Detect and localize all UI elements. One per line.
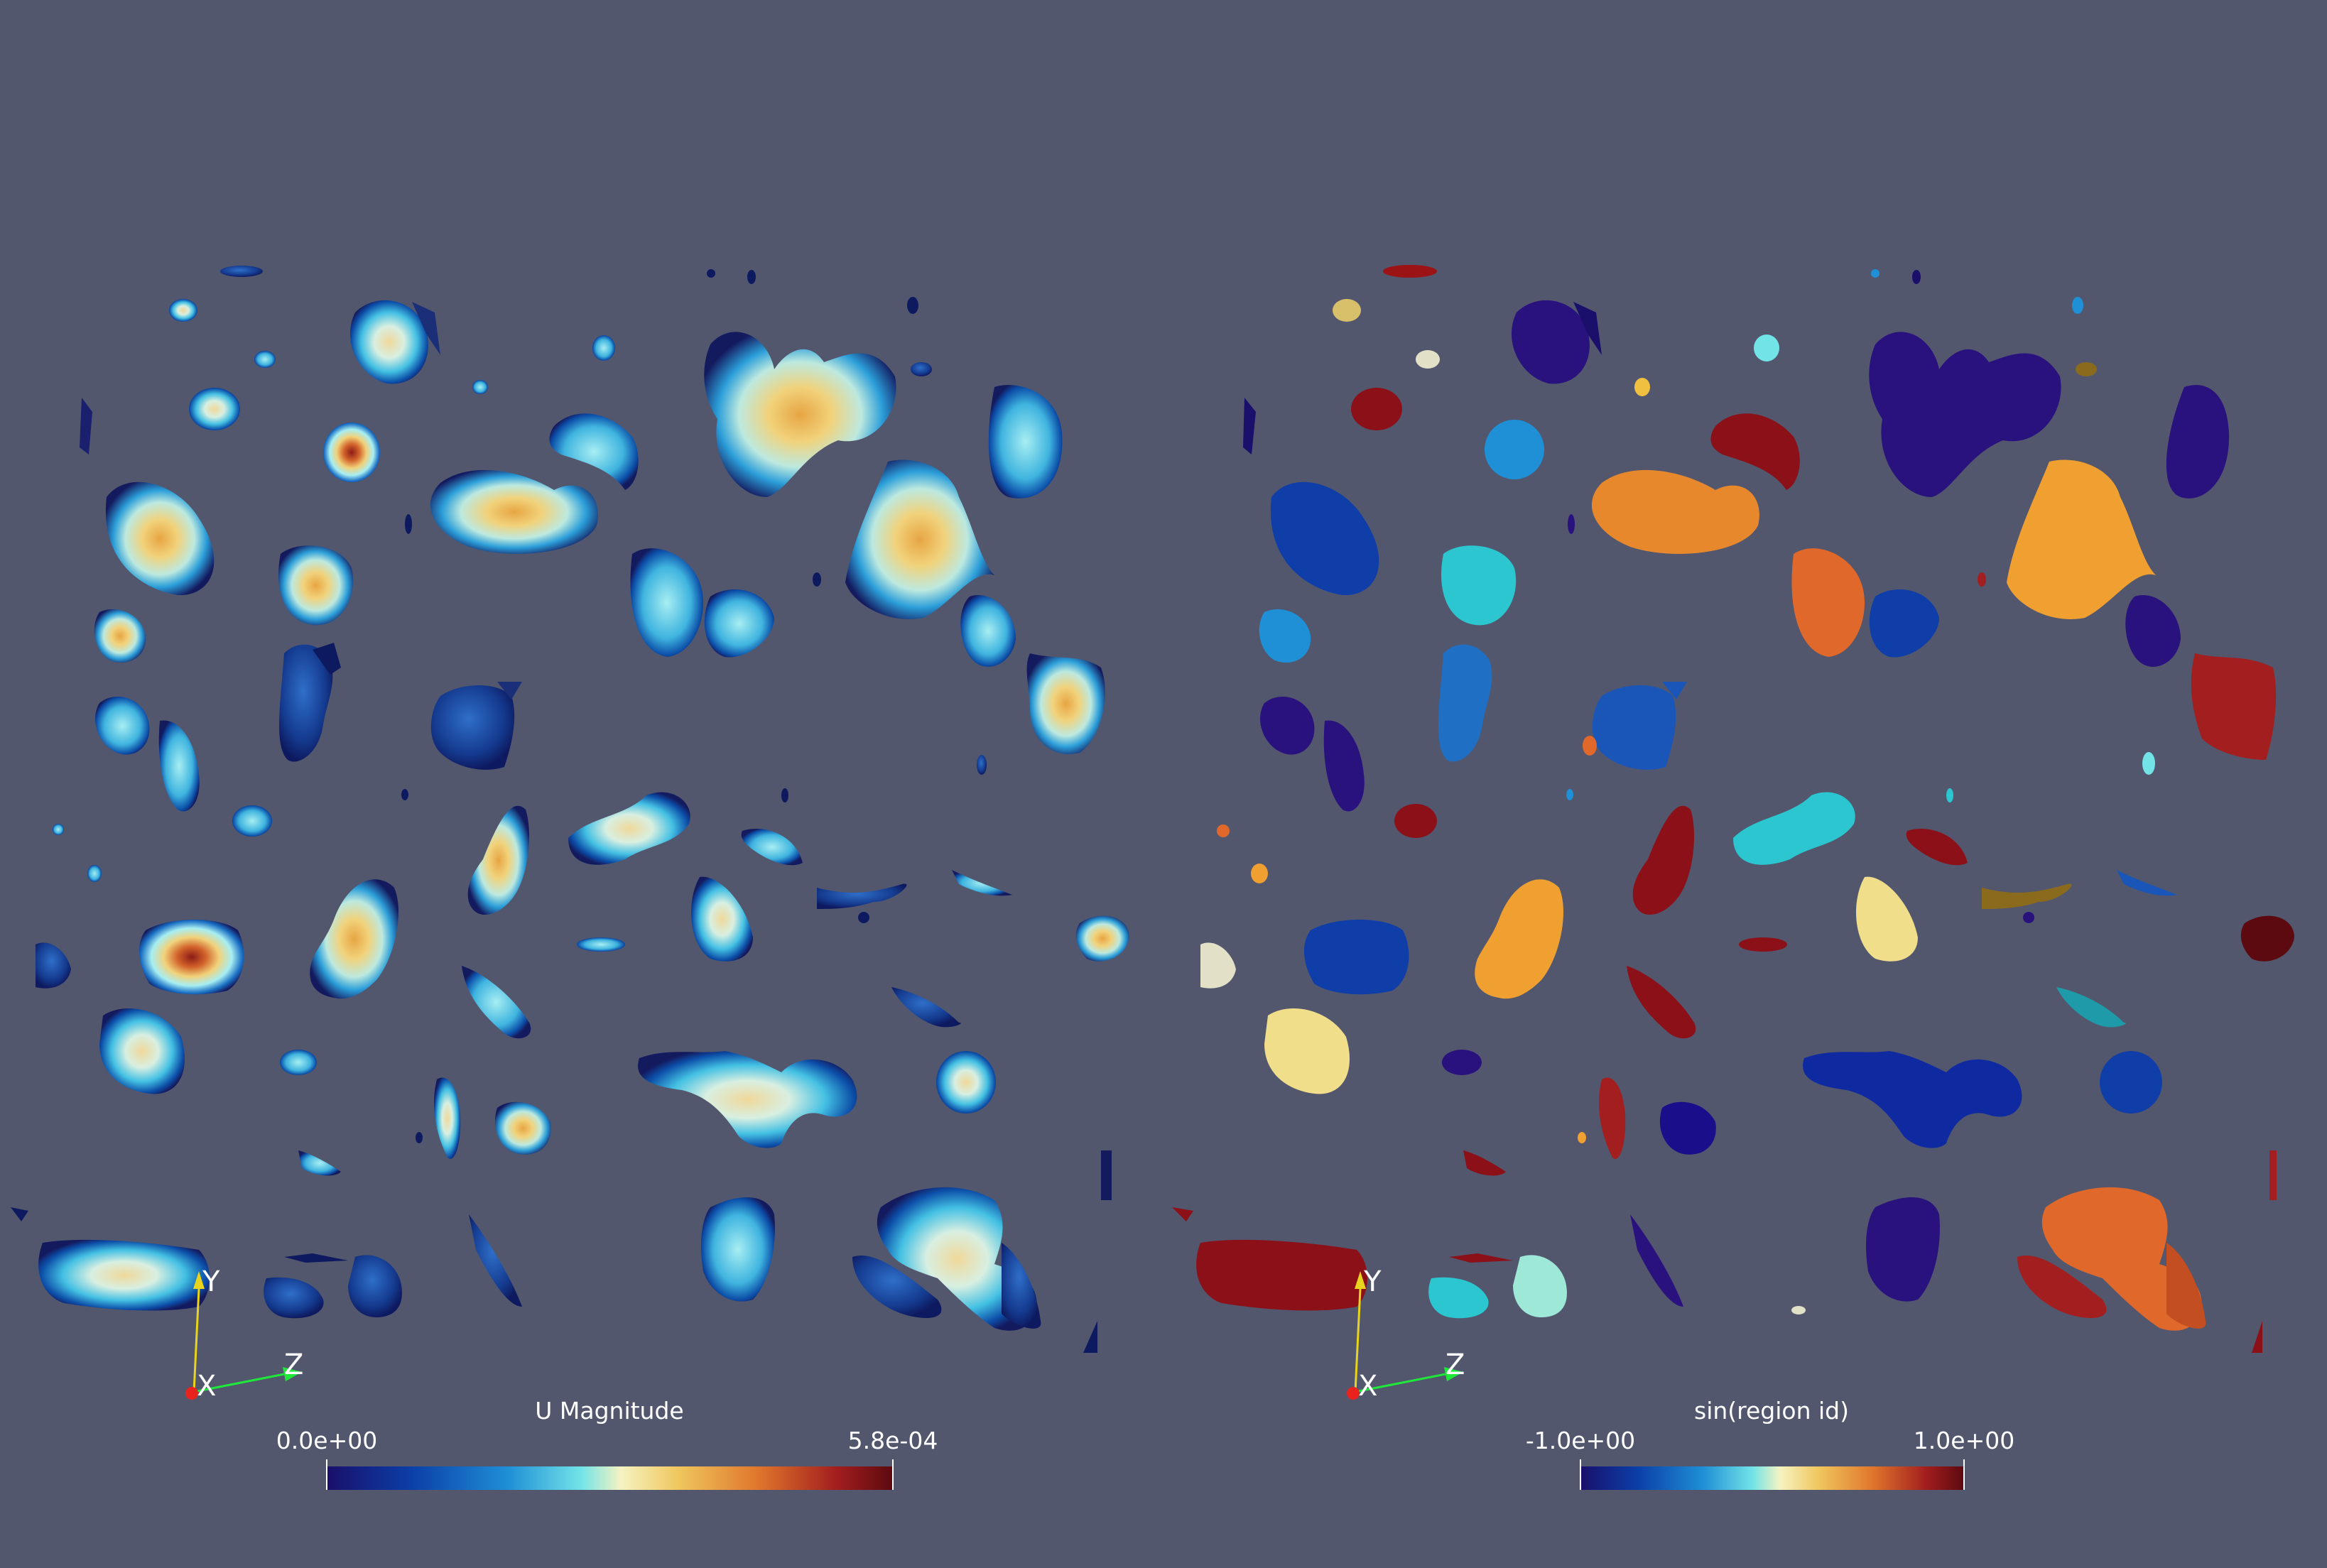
y-axis-arrow xyxy=(193,1271,205,1289)
colorbar-legend: U Magnitude 0.0e+00 5.8e-04 xyxy=(276,1397,938,1490)
colorbar-gradient xyxy=(1580,1466,1964,1490)
y-axis-arrow xyxy=(1355,1271,1366,1289)
colorbar-title: U Magnitude xyxy=(535,1397,683,1425)
y-axis-line xyxy=(192,1288,200,1393)
z-axis-label: Z xyxy=(284,1349,303,1381)
colorbar-gradient xyxy=(327,1466,893,1490)
velocity-field-view[interactable]: Y Z X U Magnitude 0.0e+00 5.8e-04 xyxy=(11,266,1129,1490)
colorbar-min-label: -1.0e+00 xyxy=(1526,1427,1635,1454)
velocity-isosurface-blobs xyxy=(11,266,1129,1353)
z-axis-arrow xyxy=(1444,1367,1463,1381)
y-axis-line xyxy=(1354,1288,1362,1393)
colorbar-max-label: 1.0e+00 xyxy=(1914,1427,2014,1454)
colorbar-max-label: 5.8e-04 xyxy=(848,1427,938,1454)
colorbar-legend: sin(region id) -1.0e+00 1.0e+00 xyxy=(1526,1397,2014,1490)
z-axis-label: Z xyxy=(1445,1349,1465,1381)
z-axis-arrow xyxy=(283,1367,302,1381)
orientation-axes: Y Z X xyxy=(1347,1265,1465,1403)
region-id-view[interactable]: Y Z X sin(region id) -1.0e+00 1.0e+00 xyxy=(1165,249,2294,1490)
y-axis-label: Y xyxy=(1363,1265,1382,1298)
x-axis-label: X xyxy=(1358,1370,1377,1403)
orientation-axes: Y Z X xyxy=(185,1265,303,1403)
y-axis-label: Y xyxy=(202,1265,220,1298)
x-axis-label: X xyxy=(197,1370,216,1403)
region-solid-blobs xyxy=(1172,265,2294,1353)
x-axis-marker xyxy=(185,1387,198,1400)
z-axis-line xyxy=(193,1373,285,1393)
colorbar-title: sin(region id) xyxy=(1694,1397,1849,1425)
colorbar-min-label: 0.0e+00 xyxy=(276,1427,377,1454)
x-axis-marker xyxy=(1347,1387,1360,1400)
z-axis-line xyxy=(1355,1373,1446,1393)
